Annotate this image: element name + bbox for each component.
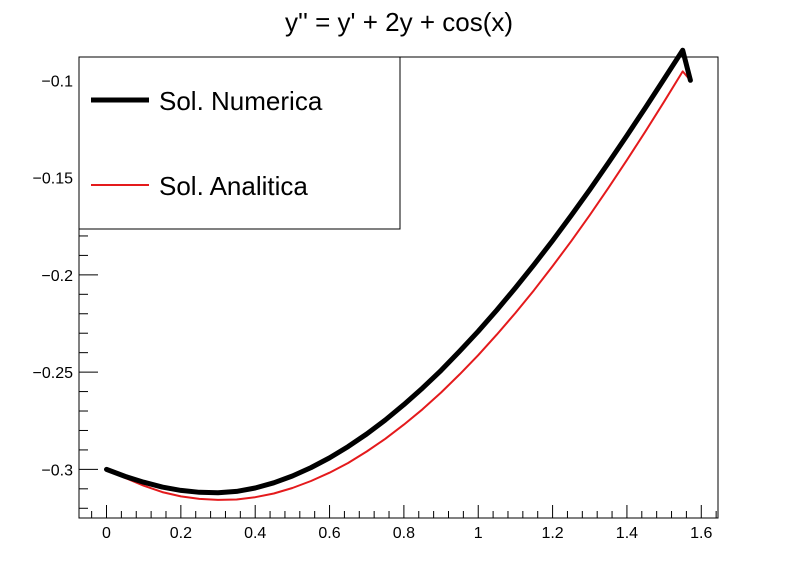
series-line-analitica [105,70,692,501]
legend-box [78,56,401,230]
legend-label-analitica: Sol. Analitica [159,171,308,201]
x-tick-label: 0.4 [244,525,266,542]
x-tick-label: 1.6 [690,525,712,542]
x-tick-label: 0.8 [393,525,415,542]
series-line-numerica [104,47,693,496]
x-tick-label: 1.2 [541,525,563,542]
y-tick-label: −0.15 [33,171,74,188]
y-tick-label: −0.2 [41,268,73,285]
legend-label-numerica: Sol. Numerica [159,86,323,116]
y-tick-label: −0.1 [41,73,73,90]
x-tick-label: 0 [102,525,111,542]
y-tick-label: −0.25 [33,365,74,382]
x-tick-label: 0.6 [318,525,340,542]
x-tick-label: 0.2 [170,525,192,542]
x-tick-label: 1.4 [616,525,638,542]
x-tick-label: 1 [474,525,483,542]
chart-title: y'' = y' + 2y + cos(x) [285,7,513,37]
series-layer [104,47,693,501]
x-axis-ticks: 0 0.2 0.4 0.6 0.8 1 1.2 1.4 1.6 [91,505,717,542]
legend: Sol. Numerica Sol. Analitica [78,56,401,230]
y-axis-ticks: −0.1 −0.15 −0.2 −0.25 −0.3 [33,60,98,509]
y-tick-label: −0.3 [41,462,73,479]
